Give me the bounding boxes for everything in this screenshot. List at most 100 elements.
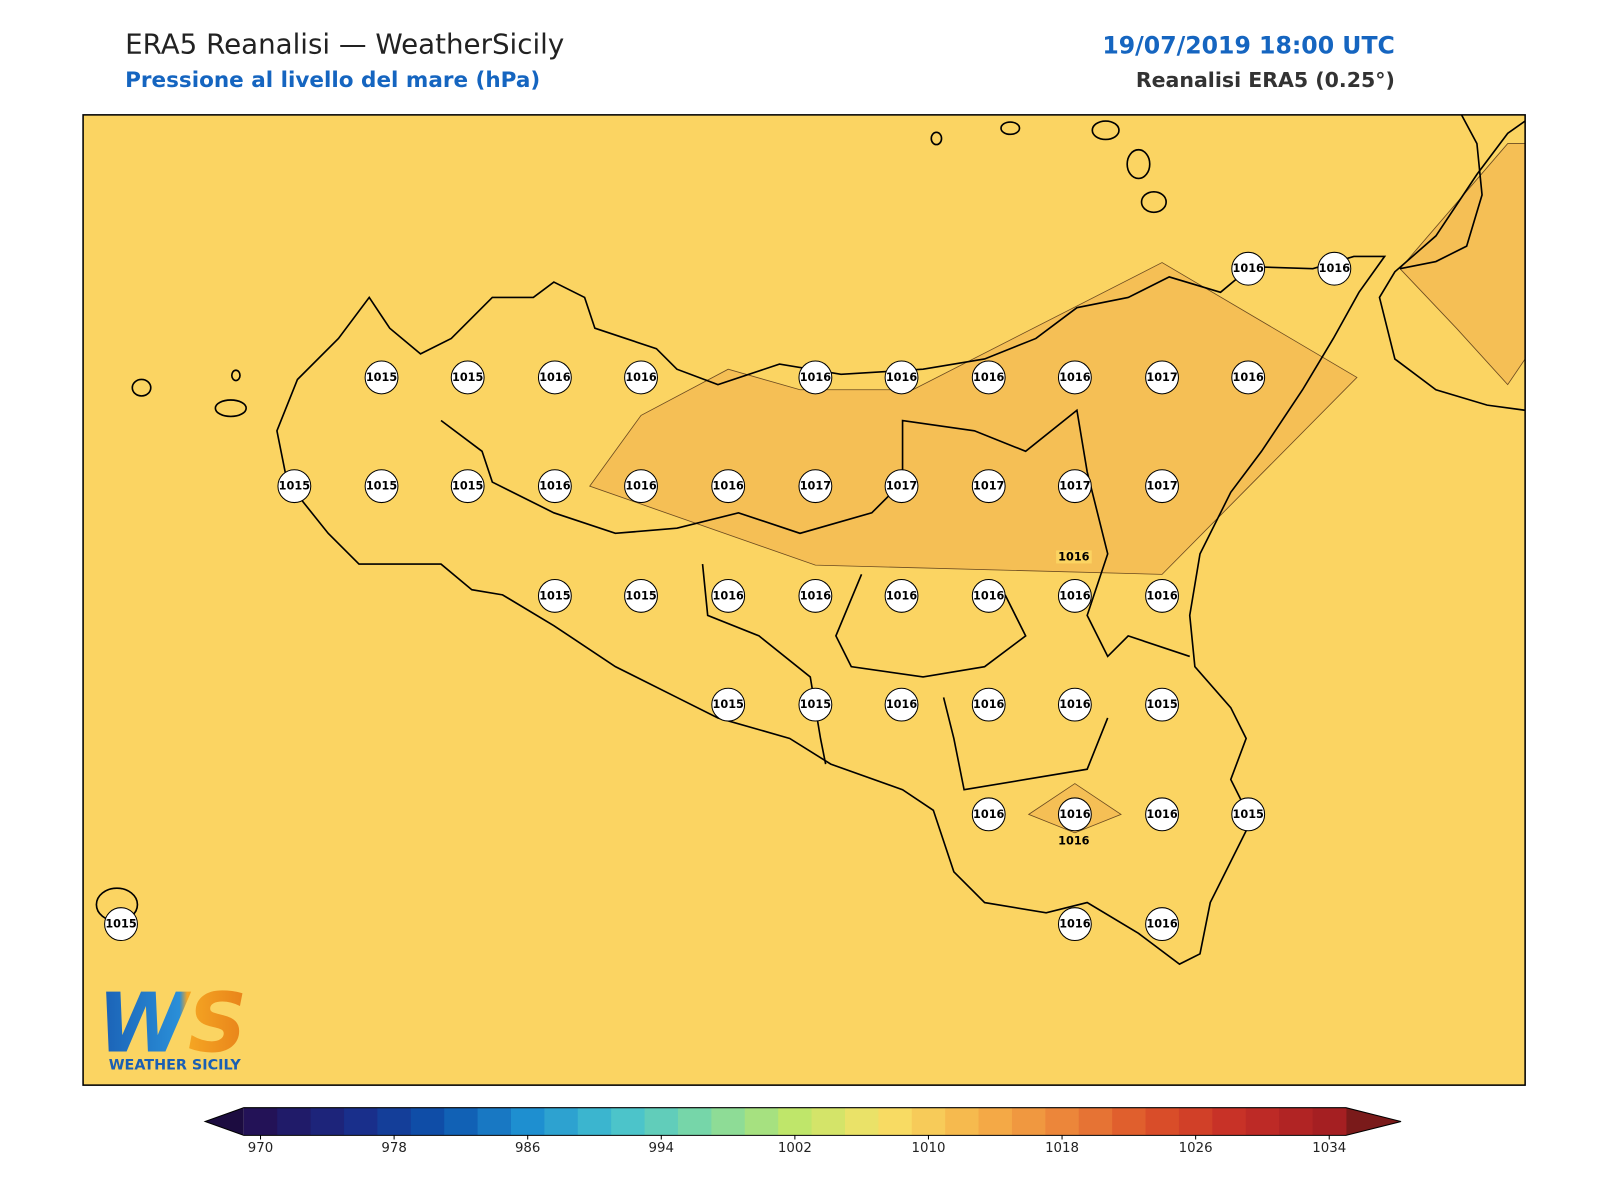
province-border (701, 564, 827, 765)
island (230, 369, 241, 382)
station-value: 1016 (1146, 589, 1178, 602)
station-marker (1057, 469, 1092, 504)
station-value: 1016 (539, 371, 571, 384)
colorbar-box (377, 1107, 412, 1136)
colorbar-box (1178, 1107, 1213, 1136)
coastlines (95, 114, 1526, 966)
colorbar-box (811, 1107, 846, 1136)
colorbar-box (1112, 1107, 1147, 1136)
colorbar-tick-label: 1010 (912, 1141, 946, 1156)
station-marker (277, 469, 312, 504)
station-marker (1145, 687, 1179, 722)
station-marker (884, 578, 919, 613)
province-border (834, 574, 1027, 678)
source: Reanalisi ERA5 (0.25°) (1136, 68, 1395, 92)
station-marker (450, 360, 485, 395)
station-marker (798, 360, 833, 395)
colorbar-box (1212, 1107, 1247, 1136)
station-marker (1145, 907, 1179, 942)
station-value: 1017 (1146, 480, 1177, 493)
station-value: 1017 (1059, 480, 1090, 493)
station-marker (971, 797, 1006, 832)
station-marker (1317, 251, 1352, 286)
province-border (942, 697, 1109, 791)
colorbar-box (510, 1107, 545, 1136)
station-value: 1017 (886, 480, 917, 493)
colorbar-box (711, 1107, 746, 1136)
station-value: 1016 (973, 808, 1005, 821)
station-marker (1145, 360, 1179, 395)
station-marker (971, 578, 1006, 613)
contour-label-bg (1056, 834, 1092, 848)
station-marker (884, 687, 919, 722)
station-value: 1016 (973, 589, 1005, 602)
station-value: 1016 (539, 480, 571, 493)
station-value: 1016 (1146, 918, 1178, 931)
logo-name: WEATHER SICILY (109, 1058, 242, 1074)
colorbar-box (544, 1107, 579, 1136)
station-value: 1015 (366, 371, 398, 384)
colorbar-box (577, 1107, 612, 1136)
station-value: 1016 (800, 589, 832, 602)
station-marker (971, 469, 1006, 504)
station-value: 1016 (1059, 808, 1091, 821)
colorbar-box (778, 1107, 813, 1136)
colorbar-tick-label: 1002 (778, 1141, 812, 1156)
colorbar-tick-label: 1026 (1179, 1141, 1213, 1156)
station-marker (884, 469, 919, 504)
station-marker (1145, 469, 1179, 504)
station-marker (624, 360, 658, 395)
station-marker (104, 907, 138, 942)
station-marker (364, 360, 399, 395)
colorbar-box (744, 1107, 779, 1136)
station-marker (537, 469, 572, 504)
station-value: 1015 (1233, 808, 1265, 821)
station-value: 1016 (713, 589, 745, 602)
station-marker (1057, 360, 1092, 395)
station-value: 1015 (452, 371, 484, 384)
station-marker (884, 360, 919, 395)
station-value: 1015 (105, 918, 137, 931)
station-marker (798, 469, 833, 504)
colorbar-box (310, 1107, 345, 1136)
station-marker (1231, 797, 1266, 832)
station-marker (537, 578, 572, 613)
colorbar-box (1145, 1107, 1180, 1136)
island (1140, 190, 1167, 214)
station-value: 1015 (1146, 698, 1178, 711)
island (930, 131, 943, 146)
colorbar-box (277, 1107, 312, 1136)
island (1000, 121, 1021, 136)
colorbar-box (945, 1107, 980, 1136)
subtitle: Pressione al livello del mare (hPa) (125, 68, 540, 93)
colorbar-box (878, 1107, 913, 1136)
colorbar-box (1011, 1107, 1046, 1136)
map-frame (82, 114, 1526, 1086)
colorbar-tick-label: 986 (515, 1141, 540, 1156)
station-value: 1016 (1319, 262, 1351, 275)
station-marker (711, 469, 746, 504)
colorbar-tick-label: 994 (649, 1141, 674, 1156)
station-value: 1016 (625, 480, 657, 493)
colorbar-box (444, 1107, 479, 1136)
station-value: 1016 (886, 589, 918, 602)
station-marker (711, 578, 746, 613)
station-marker (971, 687, 1006, 722)
colorbar-box (243, 1107, 278, 1136)
station-marker (537, 360, 572, 395)
station-value: 1015 (539, 589, 571, 602)
colorbar-tick-label: 970 (248, 1141, 273, 1156)
station-value: 1016 (1059, 918, 1091, 931)
station-value: 1015 (366, 480, 398, 493)
station-marker (364, 469, 399, 504)
station-value: 1015 (452, 480, 484, 493)
station-value: 1015 (279, 480, 311, 493)
station-value: 1015 (800, 698, 832, 711)
contour-label-bg (1056, 550, 1092, 564)
station-marker (711, 687, 746, 722)
station-value: 1017 (800, 480, 831, 493)
station-value: 1016 (1233, 262, 1265, 275)
datetime: 19/07/2019 18:00 UTC (1102, 31, 1394, 59)
island (131, 378, 152, 397)
